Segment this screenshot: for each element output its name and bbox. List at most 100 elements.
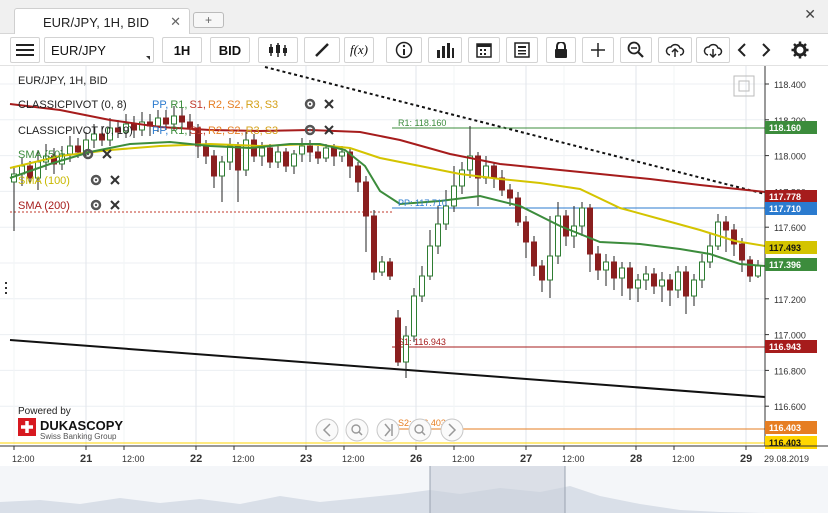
time-tick-label: 12:00 [342,454,365,464]
nav-zoom-in-icon[interactable] [408,418,432,442]
zoom-button[interactable] [620,37,652,63]
tab-bar: EUR/JPY, 1H, BID ✕ + ✕ [0,0,828,34]
list-button[interactable] [506,37,538,63]
candle [571,206,577,248]
candle [531,236,537,276]
price-chart[interactable]: 118.400118.200118.000117.800117.600117.4… [0,66,828,513]
dukascopy-subtitle: Swiss Banking Group [40,432,117,441]
zoom-icon [627,41,644,58]
svg-text:117.396: 117.396 [769,260,801,270]
upload-icon [665,43,685,57]
menu-button[interactable] [10,37,40,63]
price-tick-label: 118.000 [774,152,806,162]
menu-icon [16,44,34,56]
time-tick-label: 21 [80,453,92,465]
price-tick-label: 118.400 [774,80,806,90]
candle [243,132,249,176]
candle [395,310,401,366]
scroll-left-button[interactable] [732,37,752,63]
candle [299,138,305,162]
indicator-label-sma-100: SMA (100) [18,175,70,187]
indicator-remove-icon[interactable] [324,125,334,135]
indicator-settings-gear-icon[interactable] [90,199,102,211]
side-select[interactable]: BID [210,37,250,63]
indicator-settings-gear-icon[interactable] [304,124,316,136]
time-tick-label: 12:00 [122,454,145,464]
svg-text:116.943: 116.943 [769,342,801,352]
scroll-right-button[interactable] [756,37,776,63]
chart-type-button[interactable] [258,37,298,63]
time-axis[interactable]: 12:00 21 12:00 22 12:00 23 12:00 26 12:00 27 12:00… [12,446,752,465]
indicator-label-pivot-19: CLASSICPIVOT (0, 19) [18,125,133,137]
indicator-settings-gear-icon[interactable] [82,148,94,160]
time-tick-label: 29 [740,453,752,465]
nav-right-icon[interactable] [440,418,464,442]
price-tag: 117.493 [765,241,817,254]
upload-button[interactable] [658,37,692,63]
candle [499,170,505,196]
candle [171,106,177,130]
candle [467,126,473,178]
candle [315,146,321,164]
trend-line-solid[interactable] [9,339,766,398]
calendar-button[interactable] [468,37,500,63]
candle [291,150,297,174]
candle [283,148,289,172]
indicator-remove-icon[interactable] [110,175,120,185]
svg-text:117.493: 117.493 [769,243,801,253]
new-tab-button[interactable]: + [193,12,224,28]
indicator-remove-icon[interactable] [324,99,334,109]
download-icon [703,43,723,58]
info-icon [395,41,413,59]
candle [555,202,561,264]
trend-line-dotted[interactable] [264,66,766,195]
settings-button[interactable] [788,37,812,63]
candle [355,162,361,192]
info-button[interactable] [386,37,422,63]
draw-button[interactable] [304,37,340,63]
indicator-settings-gear-icon[interactable] [90,174,102,186]
crosshair-button[interactable] [582,37,614,63]
crosshair-icon [591,43,605,57]
indicator-remove-icon[interactable] [102,149,112,159]
price-tick-label: 118.200 [774,116,806,126]
window-close-icon[interactable]: ✕ [804,6,816,22]
price-tick-label: 116.600 [774,402,806,412]
chart-area[interactable]: 118.400118.200118.000117.800117.600117.4… [0,66,828,513]
pp-level-label: PP: 117.710 [398,198,447,208]
svg-text:117.778: 117.778 [769,192,801,202]
expand-icon[interactable] [733,75,755,97]
indicators-button[interactable]: f(x) [344,37,374,63]
bar-chart-icon [437,43,454,58]
download-button[interactable] [696,37,730,63]
chart-tab[interactable]: EUR/JPY, 1H, BID ✕ [14,8,190,34]
sma-50-line [9,140,766,267]
period-select[interactable]: 1H [162,37,202,63]
time-tick-label: 12:00 [562,454,585,464]
nav-left-icon[interactable] [315,418,339,442]
indicator-label-sma-200: SMA (200) [18,200,70,212]
candle [667,274,673,306]
price-tag: 116.943 [765,340,817,353]
navigator-window[interactable] [430,466,565,513]
nav-zoom-out-icon[interactable] [345,418,369,442]
candle [123,114,129,138]
candle [579,202,585,236]
volume-button[interactable] [428,37,462,63]
lock-button[interactable] [546,37,576,63]
drag-handle-icon[interactable] [5,282,7,294]
candle [691,274,697,306]
candle [491,162,497,188]
candle [275,146,281,168]
price-tag: 117.396 [765,258,817,271]
pencil-icon [315,43,329,57]
tab-close-icon[interactable]: ✕ [170,14,181,29]
indicator-remove-icon[interactable] [110,200,120,210]
candle [227,138,233,170]
symbol-select[interactable]: EUR/JPY [44,37,154,63]
indicator-settings-gear-icon[interactable] [304,98,316,110]
candle [219,156,225,202]
nav-end-icon[interactable] [376,418,400,442]
pivot-19-levels: PP, R1, S1, R2, S2, R3, S3 [152,125,278,137]
tab-title: EUR/JPY, 1H, BID [43,15,149,30]
